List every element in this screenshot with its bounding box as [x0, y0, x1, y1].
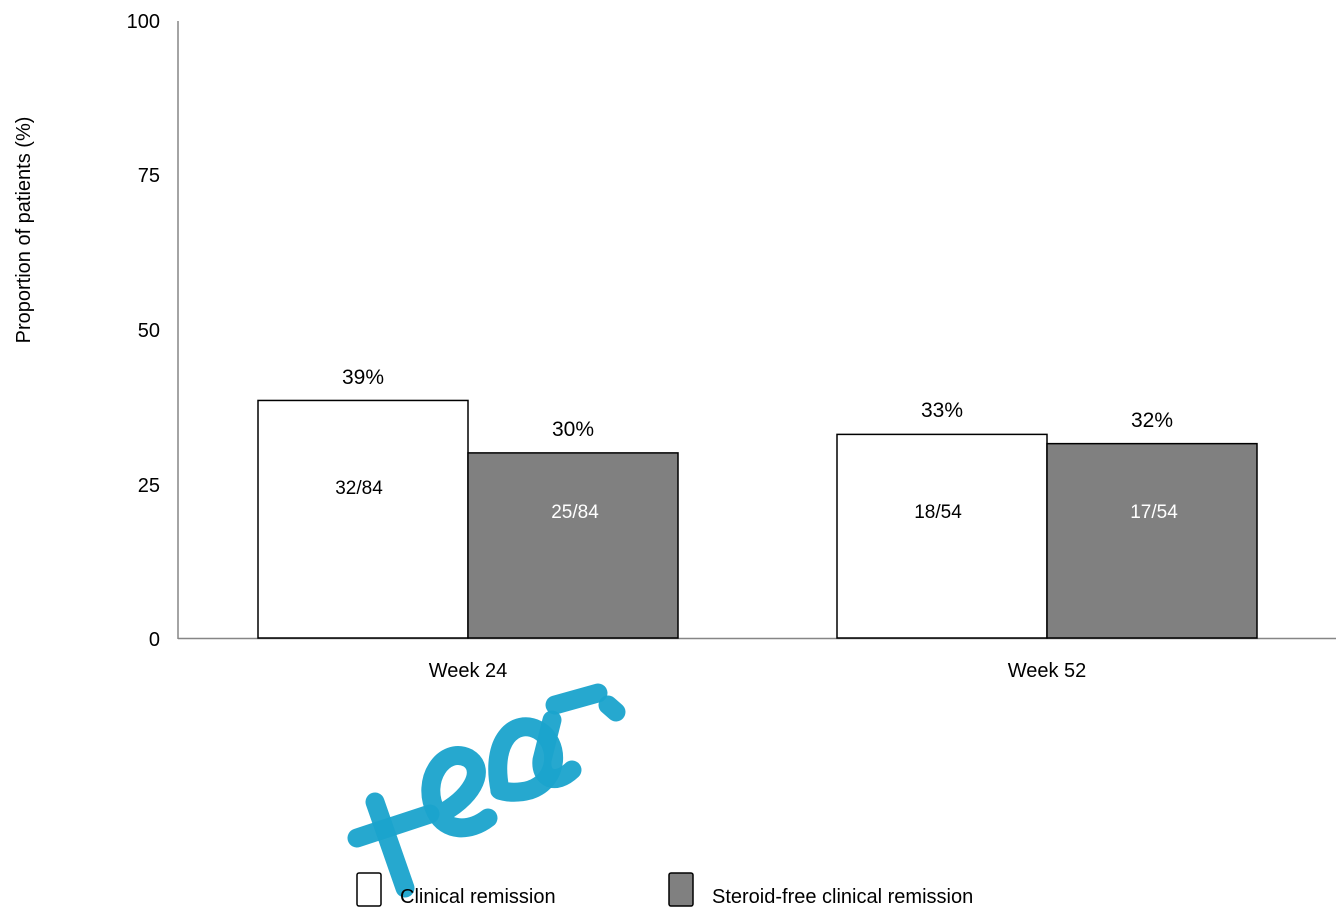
count-label-clinical-remission-week-52: 18/54: [914, 502, 962, 523]
legend-swatch-steroid-free: [668, 872, 694, 907]
count-label-steroid-free-week-24: 25/84: [551, 502, 599, 523]
bar-clinical-remission-week-52: [836, 433, 1048, 639]
bar-steroid-free-week-24: [467, 452, 679, 639]
count-label-steroid-free-week-52: 17/54: [1130, 502, 1178, 523]
legend-label-steroid-free-clinical-remission: Steroid-free clinical remission: [712, 886, 973, 908]
legend: Clinical remission Steroid-free clinical…: [356, 872, 973, 908]
bar-steroid-free-week-52: [1046, 442, 1258, 639]
value-label-clinical-remission-week-52: 33%: [921, 399, 963, 422]
x-category-label-week-24: Week 24: [429, 660, 508, 682]
y-tick-label-25: 25: [138, 475, 160, 497]
count-label-clinical-remission-week-24: 32/84: [335, 478, 383, 499]
bar-group: [257, 399, 1258, 639]
x-category-label-week-52: Week 52: [1008, 660, 1087, 682]
value-label-steroid-free-week-52: 32%: [1131, 409, 1173, 432]
value-label-steroid-free-week-24: 30%: [552, 418, 594, 441]
bar-clinical-remission-week-24: [257, 399, 469, 639]
value-label-clinical-remission-week-24: 39%: [342, 366, 384, 389]
y-tick-label-75: 75: [138, 165, 160, 187]
y-tick-label-100: 100: [127, 11, 160, 33]
legend-swatch-clinical-remission: [356, 872, 382, 907]
y-tick-label-0: 0: [149, 629, 160, 651]
y-axis-title: Proportion of patients (%): [13, 117, 35, 344]
y-tick-label-50: 50: [138, 320, 160, 342]
watermark: [347, 683, 626, 898]
legend-label-clinical-remission: Clinical remission: [400, 886, 556, 908]
